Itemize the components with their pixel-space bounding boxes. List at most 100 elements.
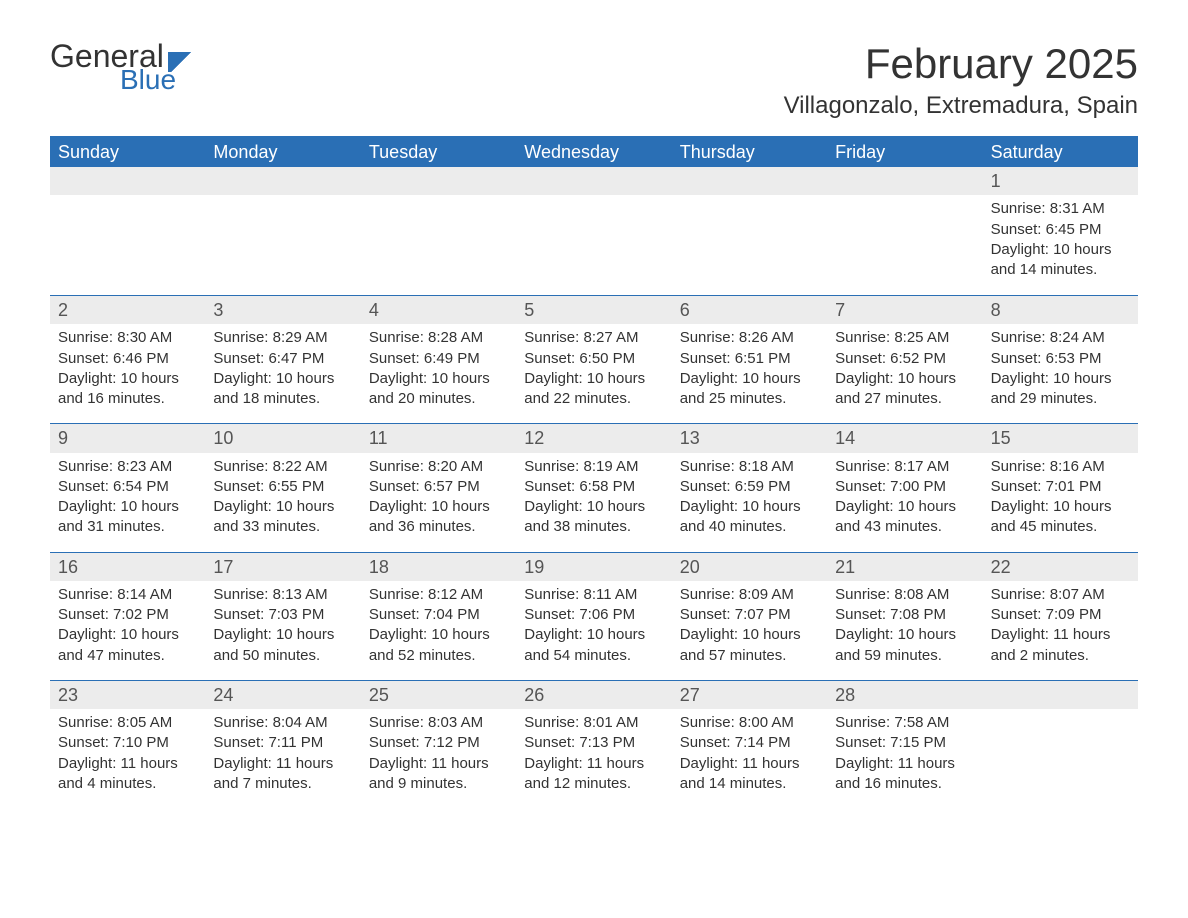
daylight-text: Daylight: 10 hours and 33 minutes. bbox=[213, 497, 352, 538]
day-number bbox=[672, 167, 827, 195]
calendar-day: 2Sunrise: 8:30 AMSunset: 6:46 PMDaylight… bbox=[50, 296, 205, 423]
calendar-day bbox=[983, 681, 1138, 808]
page-title: February 2025 bbox=[784, 40, 1138, 88]
calendar-day: 18Sunrise: 8:12 AMSunset: 7:04 PMDayligh… bbox=[361, 553, 516, 680]
day-info: Sunrise: 8:30 AMSunset: 6:46 PMDaylight:… bbox=[58, 328, 197, 409]
day-number: 9 bbox=[50, 424, 205, 452]
daylight-text: Daylight: 11 hours and 2 minutes. bbox=[991, 625, 1130, 666]
daylight-text: Daylight: 10 hours and 31 minutes. bbox=[58, 497, 197, 538]
day-info: Sunrise: 8:08 AMSunset: 7:08 PMDaylight:… bbox=[835, 585, 974, 666]
sunrise-text: Sunrise: 8:08 AM bbox=[835, 585, 974, 605]
sunrise-text: Sunrise: 7:58 AM bbox=[835, 713, 974, 733]
sunrise-text: Sunrise: 8:18 AM bbox=[680, 457, 819, 477]
day-info: Sunrise: 8:20 AMSunset: 6:57 PMDaylight:… bbox=[369, 457, 508, 538]
daylight-text: Daylight: 10 hours and 18 minutes. bbox=[213, 369, 352, 410]
sunrise-text: Sunrise: 8:14 AM bbox=[58, 585, 197, 605]
sunrise-text: Sunrise: 8:04 AM bbox=[213, 713, 352, 733]
sunrise-text: Sunrise: 8:00 AM bbox=[680, 713, 819, 733]
sunset-text: Sunset: 7:15 PM bbox=[835, 733, 974, 753]
daylight-text: Daylight: 10 hours and 59 minutes. bbox=[835, 625, 974, 666]
day-info: Sunrise: 8:31 AMSunset: 6:45 PMDaylight:… bbox=[991, 199, 1130, 280]
day-number: 3 bbox=[205, 296, 360, 324]
calendar-day: 27 Sunrise: 8:00 AMSunset: 7:14 PMDayligh… bbox=[672, 681, 827, 808]
day-info: Sunrise: 8:19 AMSunset: 6:58 PMDaylight:… bbox=[524, 457, 663, 538]
sunset-text: Sunset: 7:08 PM bbox=[835, 605, 974, 625]
sunset-text: Sunset: 6:49 PM bbox=[369, 349, 508, 369]
day-info: Sunrise: 8:01 AMSunset: 7:13 PMDaylight:… bbox=[524, 713, 663, 794]
calendar-day: 13Sunrise: 8:18 AMSunset: 6:59 PMDayligh… bbox=[672, 424, 827, 551]
sunset-text: Sunset: 6:52 PM bbox=[835, 349, 974, 369]
daylight-text: Daylight: 10 hours and 20 minutes. bbox=[369, 369, 508, 410]
sunrise-text: Sunrise: 8:05 AM bbox=[58, 713, 197, 733]
day-number: 27 bbox=[672, 681, 827, 709]
day-info: Sunrise: 8:07 AMSunset: 7:09 PMDaylight:… bbox=[991, 585, 1130, 666]
daylight-text: Daylight: 10 hours and 16 minutes. bbox=[58, 369, 197, 410]
sunset-text: Sunset: 6:46 PM bbox=[58, 349, 197, 369]
calendar-day: 9Sunrise: 8:23 AMSunset: 6:54 PMDaylight… bbox=[50, 424, 205, 551]
daylight-text: Daylight: 10 hours and 40 minutes. bbox=[680, 497, 819, 538]
calendar: Sunday Monday Tuesday Wednesday Thursday… bbox=[50, 136, 1138, 808]
day-info: Sunrise: 8:16 AMSunset: 7:01 PMDaylight:… bbox=[991, 457, 1130, 538]
sunset-text: Sunset: 7:00 PM bbox=[835, 477, 974, 497]
sunset-text: Sunset: 6:53 PM bbox=[991, 349, 1130, 369]
weekday-header: Tuesday bbox=[361, 138, 516, 167]
day-number: 4 bbox=[361, 296, 516, 324]
sunrise-text: Sunrise: 8:27 AM bbox=[524, 328, 663, 348]
sunset-text: Sunset: 7:11 PM bbox=[213, 733, 352, 753]
sunrise-text: Sunrise: 8:01 AM bbox=[524, 713, 663, 733]
calendar-day: 10Sunrise: 8:22 AMSunset: 6:55 PMDayligh… bbox=[205, 424, 360, 551]
day-number bbox=[516, 167, 671, 195]
sunset-text: Sunset: 7:09 PM bbox=[991, 605, 1130, 625]
sunset-text: Sunset: 7:06 PM bbox=[524, 605, 663, 625]
day-info: Sunrise: 8:25 AMSunset: 6:52 PMDaylight:… bbox=[835, 328, 974, 409]
sunrise-text: Sunrise: 8:16 AM bbox=[991, 457, 1130, 477]
sunrise-text: Sunrise: 8:11 AM bbox=[524, 585, 663, 605]
day-number bbox=[50, 167, 205, 195]
location: Villagonzalo, Extremadura, Spain bbox=[784, 92, 1138, 120]
day-info: Sunrise: 8:12 AMSunset: 7:04 PMDaylight:… bbox=[369, 585, 508, 666]
sunset-text: Sunset: 7:04 PM bbox=[369, 605, 508, 625]
day-number: 19 bbox=[516, 553, 671, 581]
sunset-text: Sunset: 6:57 PM bbox=[369, 477, 508, 497]
daylight-text: Daylight: 10 hours and 50 minutes. bbox=[213, 625, 352, 666]
calendar-day: 24Sunrise: 8:04 AMSunset: 7:11 PMDayligh… bbox=[205, 681, 360, 808]
daylight-text: Daylight: 11 hours and 14 minutes. bbox=[680, 754, 819, 795]
day-number: 14 bbox=[827, 424, 982, 452]
daylight-text: Daylight: 10 hours and 57 minutes. bbox=[680, 625, 819, 666]
calendar-day: 1 Sunrise: 8:31 AMSunset: 6:45 PMDaylight… bbox=[983, 167, 1138, 295]
weekday-header: Friday bbox=[827, 138, 982, 167]
calendar-week: 2Sunrise: 8:30 AMSunset: 6:46 PMDaylight… bbox=[50, 295, 1138, 423]
sunrise-text: Sunrise: 8:19 AM bbox=[524, 457, 663, 477]
sunrise-text: Sunrise: 8:25 AM bbox=[835, 328, 974, 348]
day-info: Sunrise: 8:00 AMSunset: 7:14 PMDaylight:… bbox=[680, 713, 819, 794]
sunset-text: Sunset: 6:47 PM bbox=[213, 349, 352, 369]
calendar-day: 15Sunrise: 8:16 AMSunset: 7:01 PMDayligh… bbox=[983, 424, 1138, 551]
day-number bbox=[983, 681, 1138, 709]
day-info: Sunrise: 8:09 AMSunset: 7:07 PMDaylight:… bbox=[680, 585, 819, 666]
calendar-day: 6Sunrise: 8:26 AMSunset: 6:51 PMDaylight… bbox=[672, 296, 827, 423]
sunset-text: Sunset: 7:03 PM bbox=[213, 605, 352, 625]
calendar-day bbox=[361, 167, 516, 295]
calendar-day: 26Sunrise: 8:01 AMSunset: 7:13 PMDayligh… bbox=[516, 681, 671, 808]
weekday-header: Wednesday bbox=[516, 138, 671, 167]
day-info: Sunrise: 8:05 AMSunset: 7:10 PMDaylight:… bbox=[58, 713, 197, 794]
logo-word2: Blue bbox=[120, 66, 194, 94]
sunrise-text: Sunrise: 8:12 AM bbox=[369, 585, 508, 605]
day-number: 25 bbox=[361, 681, 516, 709]
sunrise-text: Sunrise: 8:29 AM bbox=[213, 328, 352, 348]
day-number: 24 bbox=[205, 681, 360, 709]
calendar-day: 4 Sunrise: 8:28 AMSunset: 6:49 PMDaylight… bbox=[361, 296, 516, 423]
daylight-text: Daylight: 10 hours and 43 minutes. bbox=[835, 497, 974, 538]
calendar-day bbox=[672, 167, 827, 295]
weekday-header: Monday bbox=[205, 138, 360, 167]
calendar-day: 25Sunrise: 8:03 AMSunset: 7:12 PMDayligh… bbox=[361, 681, 516, 808]
day-info: Sunrise: 8:28 AMSunset: 6:49 PMDaylight:… bbox=[369, 328, 508, 409]
day-info: Sunrise: 8:18 AMSunset: 6:59 PMDaylight:… bbox=[680, 457, 819, 538]
daylight-text: Daylight: 11 hours and 9 minutes. bbox=[369, 754, 508, 795]
daylight-text: Daylight: 10 hours and 14 minutes. bbox=[991, 240, 1130, 281]
day-number: 1 bbox=[983, 167, 1138, 195]
daylight-text: Daylight: 10 hours and 22 minutes. bbox=[524, 369, 663, 410]
day-number: 12 bbox=[516, 424, 671, 452]
day-number: 22 bbox=[983, 553, 1138, 581]
title-block: February 2025 Villagonzalo, Extremadura,… bbox=[784, 40, 1138, 120]
